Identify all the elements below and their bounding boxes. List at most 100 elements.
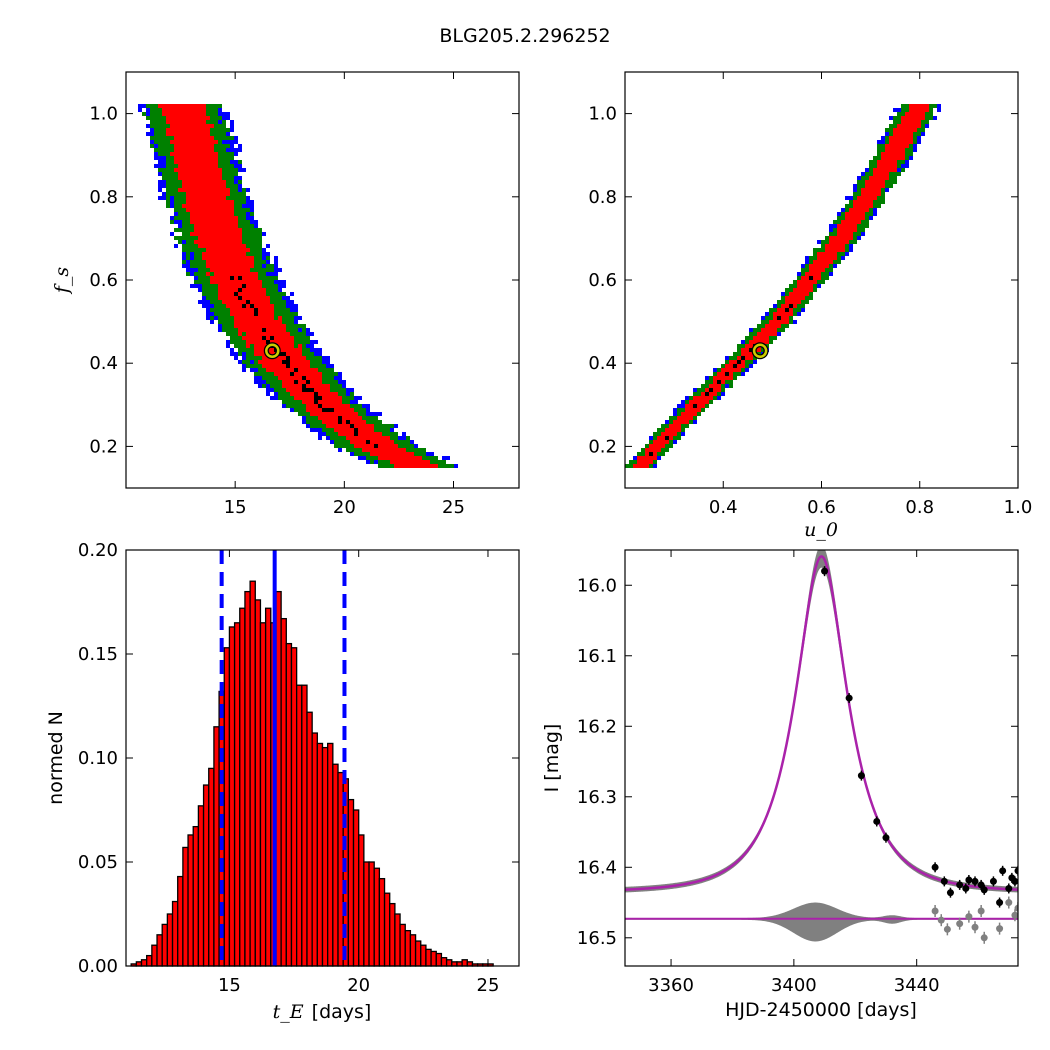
p2-cell — [809, 268, 813, 272]
p1-cell — [302, 348, 306, 352]
p1-cell — [170, 172, 174, 176]
p2-cell — [801, 296, 805, 300]
p1-cell — [286, 364, 290, 368]
p4-data-point — [946, 889, 954, 897]
p2-cell — [933, 116, 937, 120]
p1-cell — [198, 264, 202, 268]
p1-cell — [226, 260, 230, 264]
p1-cell — [374, 436, 378, 440]
p1-cell — [202, 232, 206, 236]
p1-cell — [162, 184, 166, 188]
p2-cell — [921, 124, 925, 128]
p1-cell — [310, 408, 314, 412]
p1-cell — [246, 252, 250, 256]
p2-cell — [881, 172, 885, 176]
p2-cell — [657, 428, 661, 432]
p2-cell — [725, 356, 729, 360]
p1-cell — [322, 408, 326, 412]
p4-ytick-label: 16.0 — [577, 575, 617, 596]
p2-cell — [761, 328, 765, 332]
p1-cell — [362, 424, 366, 428]
p1-cell — [170, 156, 174, 160]
p2-cell — [813, 248, 817, 252]
p1-cell — [234, 280, 238, 284]
p1-cell — [150, 108, 154, 112]
p1-cell — [278, 332, 282, 336]
p2-cell — [865, 204, 869, 208]
p1-cell — [182, 252, 186, 256]
p1-cell — [186, 200, 190, 204]
p1-cell — [238, 336, 242, 340]
p1-cell — [166, 164, 170, 168]
p1-cell — [222, 308, 226, 312]
p2-cell — [653, 436, 657, 440]
p1-cell — [382, 460, 386, 464]
p1-cell — [154, 136, 158, 140]
p1-cell — [366, 432, 370, 436]
p1-cell — [170, 184, 174, 188]
p1-cell — [222, 160, 226, 164]
p2-cell — [925, 112, 929, 116]
p1-cell — [210, 136, 214, 140]
p1-cell — [262, 252, 266, 256]
p1-cell — [254, 228, 258, 232]
p1-cell — [346, 420, 350, 424]
p1-cell — [338, 440, 342, 444]
p2-cell — [881, 160, 885, 164]
p1-cell — [226, 128, 230, 132]
p1-cell — [178, 200, 182, 204]
p1-cell — [190, 140, 194, 144]
p1-cell — [218, 220, 222, 224]
p1-cell — [346, 432, 350, 436]
p1-cell — [178, 164, 182, 168]
p1-cell — [222, 152, 226, 156]
p1-cell — [310, 424, 314, 428]
p1-cell — [294, 388, 298, 392]
p2-cell — [889, 184, 893, 188]
p1-cell — [210, 316, 214, 320]
p1-cell — [350, 388, 354, 392]
p2-xtick-label: 0.6 — [807, 497, 836, 518]
p1-cell — [178, 192, 182, 196]
p2-cell — [805, 260, 809, 264]
p1-cell — [214, 120, 218, 124]
p1-cell — [178, 104, 182, 108]
p2-cell — [689, 396, 693, 400]
p1-cell — [246, 256, 250, 260]
p2-cell — [657, 436, 661, 440]
p2-cell — [665, 432, 669, 436]
p1-cell — [278, 288, 282, 292]
p1-cell — [242, 196, 246, 200]
p1-cell — [174, 156, 178, 160]
p1-cell — [330, 428, 334, 432]
p1-cell — [214, 212, 218, 216]
p2-cell — [885, 184, 889, 188]
p1-cell — [186, 116, 190, 120]
p1-cell — [310, 340, 314, 344]
p1-cell — [282, 348, 286, 352]
p1-cell — [298, 356, 302, 360]
p2-cell — [701, 400, 705, 404]
p1-cell — [366, 408, 370, 412]
p1-cell — [350, 444, 354, 448]
p1-cell — [218, 328, 222, 332]
p1-cell — [398, 448, 402, 452]
p2-cell — [673, 412, 677, 416]
p1-cell — [326, 416, 330, 420]
p1-cell — [326, 380, 330, 384]
p2-cell — [829, 272, 833, 276]
p1-cell — [334, 428, 338, 432]
p4-ytick-label: 16.2 — [577, 716, 617, 737]
p2-cell — [713, 396, 717, 400]
p2-cell — [901, 128, 905, 132]
p2-cell — [653, 440, 657, 444]
p2-cell — [901, 112, 905, 116]
p1-cell — [222, 204, 226, 208]
p1-cell — [166, 184, 170, 188]
p2-cell — [681, 412, 685, 416]
p1-cell — [290, 328, 294, 332]
p1-cell — [202, 144, 206, 148]
p1-cell — [234, 224, 238, 228]
p1-cell — [210, 244, 214, 248]
p1-cell — [250, 260, 254, 264]
